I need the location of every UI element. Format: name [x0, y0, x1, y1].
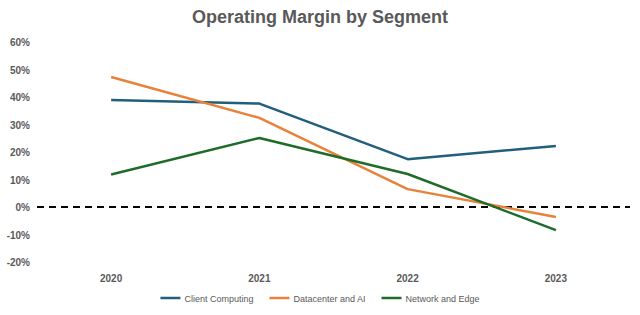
series-line — [111, 138, 556, 230]
series-line — [111, 100, 556, 159]
y-tick-label: 0% — [16, 202, 31, 213]
legend-label: Client Computing — [184, 294, 253, 304]
chart: Operating Margin by Segment -20% -10% 0% 10%… — [0, 0, 640, 315]
legend-label: Network and Edge — [406, 294, 480, 304]
legend-swatch — [160, 297, 180, 300]
series-line — [111, 77, 556, 217]
legend-swatch — [269, 297, 289, 300]
x-tick-label: 2020 — [100, 273, 123, 284]
y-tick-label: 10% — [10, 175, 30, 186]
y-tick-label: -10% — [7, 230, 30, 241]
y-tick-label: 50% — [10, 65, 30, 76]
x-tick-label: 2022 — [397, 273, 420, 284]
legend-swatch — [382, 297, 402, 300]
y-tick-label: -20% — [7, 257, 30, 268]
y-tick-label: 20% — [10, 147, 30, 158]
background — [0, 0, 640, 315]
legend: Client Computing Datacenter and AI Network… — [160, 294, 479, 304]
x-tick-label: 2021 — [248, 273, 271, 284]
y-tick-label: 60% — [10, 37, 30, 48]
legend-label: Datacenter and AI — [293, 294, 365, 304]
y-tick-label: 40% — [10, 92, 30, 103]
series-group — [111, 77, 556, 230]
title: Operating Margin by Segment — [192, 7, 448, 27]
x-tick-label: 2023 — [545, 273, 568, 284]
zero-line — [37, 206, 630, 208]
y-tick-label: 30% — [10, 120, 30, 131]
